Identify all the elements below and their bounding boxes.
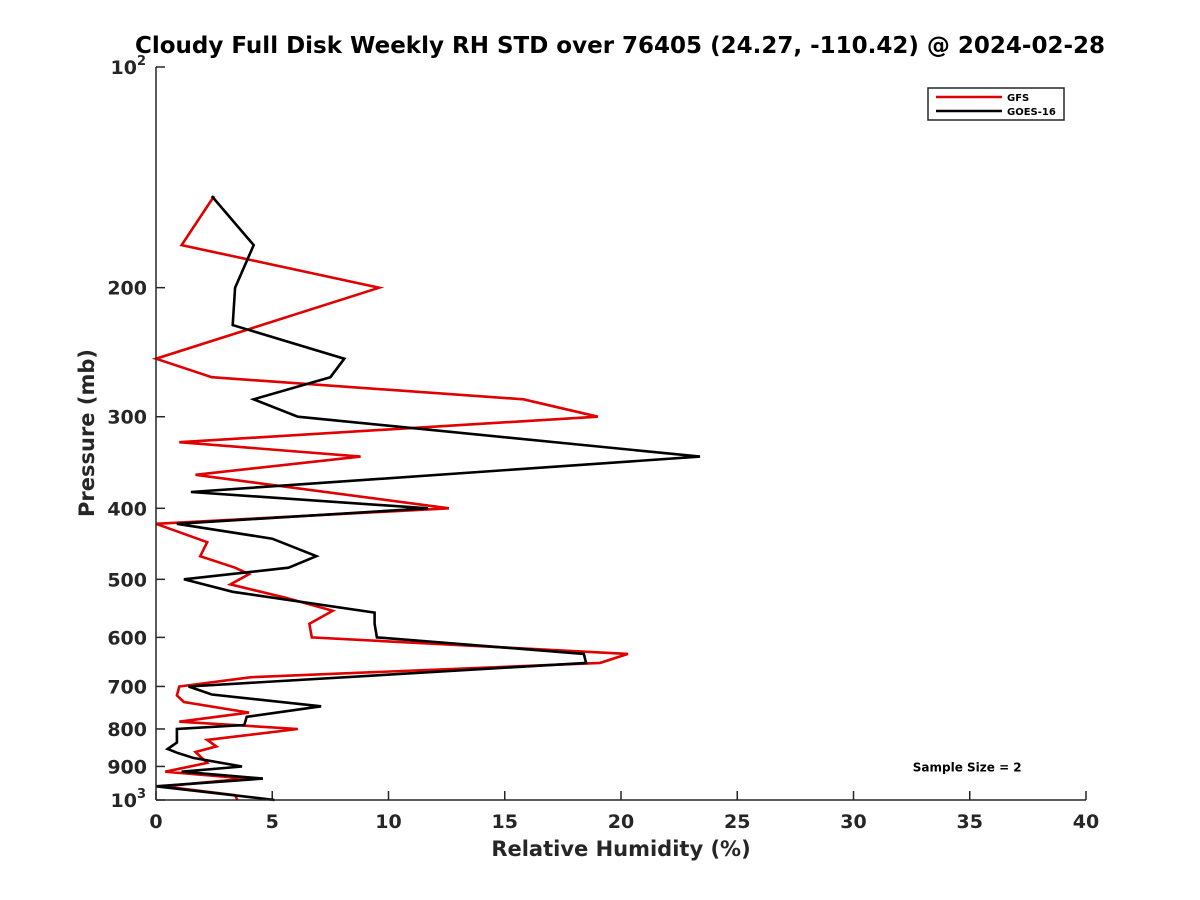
y-tick-label: 400 <box>107 498 147 520</box>
y-tick-label-exponent: 2 <box>137 54 146 69</box>
x-axis-title: Relative Humidity (%) <box>491 837 750 861</box>
y-tick-label: 700 <box>107 676 147 698</box>
x-tick-label: 20 <box>608 811 634 833</box>
legend-entry: GFS <box>1007 93 1029 104</box>
x-tick-label: 0 <box>149 811 162 833</box>
legend-entry: GOES-16 <box>1007 107 1056 118</box>
chart-title: Cloudy Full Disk Weekly RH STD over 7640… <box>135 33 1105 59</box>
sample-size-annotation: Sample Size = 2 <box>913 760 1022 774</box>
y-tick-label-base: 10 <box>111 57 137 79</box>
x-tick-label: 5 <box>266 811 279 833</box>
x-tick-label: 35 <box>957 811 983 833</box>
y-tick-label-base: 10 <box>111 790 137 812</box>
y-tick-label-exponent: 3 <box>137 787 146 802</box>
y-axis-title: Pressure (mb) <box>75 349 99 517</box>
x-tick-label: 15 <box>492 811 518 833</box>
x-tick-label: 40 <box>1073 811 1099 833</box>
series-lines <box>151 195 701 802</box>
series-line-goes-16 <box>155 195 701 802</box>
y-tick-label: 900 <box>107 756 147 778</box>
y-tick-label: 103 <box>111 787 147 812</box>
x-tick-label: 10 <box>375 811 401 833</box>
x-tick-label: 25 <box>724 811 750 833</box>
y-tick-label: 102 <box>111 54 147 79</box>
y-tick-label: 800 <box>107 719 147 741</box>
y-tick-label: 300 <box>107 407 147 429</box>
y-tick-label: 200 <box>107 278 147 300</box>
plot-area-frame <box>156 67 1086 800</box>
y-tick-label: 600 <box>107 627 147 649</box>
axis-ticks: 0 5 10 15 20 25 30 35 40102200300400500600700800… <box>107 54 1099 833</box>
y-tick-label: 500 <box>107 569 147 591</box>
legend-box <box>927 87 1065 121</box>
series-line-gfs <box>151 195 629 801</box>
annotations: Sample Size = 2 <box>913 760 1022 774</box>
legend: GFS GOES-16 <box>927 87 1065 121</box>
x-tick-label: 30 <box>840 811 866 833</box>
